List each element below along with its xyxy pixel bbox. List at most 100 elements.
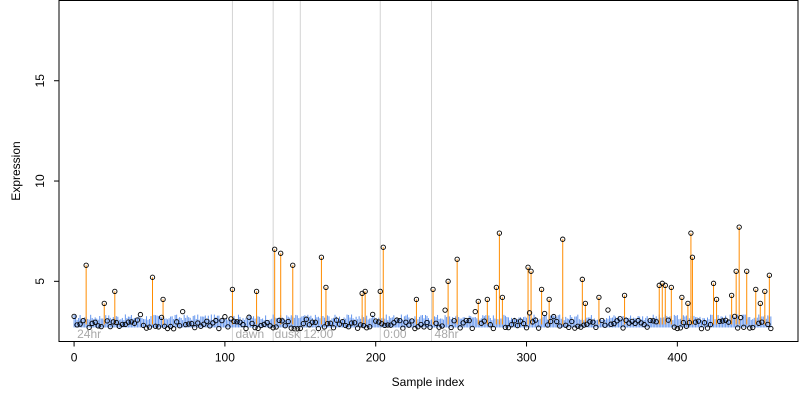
data-point bbox=[370, 311, 376, 317]
data-point bbox=[611, 321, 617, 327]
region-label: dusk bbox=[275, 327, 301, 341]
y-axis-label: Expression bbox=[9, 141, 23, 200]
data-point bbox=[348, 320, 355, 326]
data-point bbox=[535, 325, 542, 331]
data-point bbox=[548, 318, 554, 325]
data-point bbox=[590, 319, 596, 325]
data-point bbox=[170, 326, 177, 332]
data-point bbox=[252, 324, 258, 331]
data-point bbox=[152, 323, 159, 329]
data-point bbox=[679, 294, 685, 301]
data-point bbox=[688, 230, 694, 236]
data-point bbox=[351, 320, 358, 326]
data-point bbox=[377, 288, 383, 295]
data-point bbox=[258, 322, 264, 329]
data-point bbox=[511, 318, 518, 324]
data-point bbox=[391, 320, 397, 326]
data-point bbox=[725, 319, 732, 325]
data-point bbox=[367, 324, 373, 330]
data-point bbox=[569, 318, 575, 325]
data-point bbox=[177, 323, 183, 329]
data-point bbox=[538, 286, 545, 292]
data-point bbox=[514, 323, 521, 329]
data-point bbox=[303, 316, 309, 322]
data-point bbox=[695, 318, 702, 324]
region-label: 24hr bbox=[77, 327, 101, 341]
data-point bbox=[192, 325, 198, 331]
data-point bbox=[451, 318, 457, 324]
x-tick-label: 300 bbox=[517, 351, 537, 365]
data-point bbox=[766, 272, 772, 278]
data-point bbox=[189, 321, 195, 327]
data-point bbox=[484, 296, 490, 303]
region-label: 48hr bbox=[435, 327, 459, 341]
data-point bbox=[112, 288, 118, 295]
data-point bbox=[216, 325, 222, 332]
y-tick-label: 5 bbox=[33, 278, 47, 285]
data-point bbox=[255, 325, 261, 331]
data-point bbox=[180, 308, 186, 315]
data-point bbox=[119, 321, 125, 328]
x-tick-label: 0 bbox=[71, 351, 78, 365]
data-point bbox=[448, 324, 454, 331]
region-label: 0:00 bbox=[383, 327, 407, 341]
data-point bbox=[674, 325, 680, 332]
data-point bbox=[765, 321, 771, 328]
data-point bbox=[143, 325, 150, 331]
data-point bbox=[285, 318, 291, 325]
data-point bbox=[413, 296, 420, 303]
region-label: dawn bbox=[235, 327, 264, 341]
data-point bbox=[757, 300, 763, 307]
data-point bbox=[207, 323, 213, 329]
data-point bbox=[707, 321, 714, 328]
data-point bbox=[520, 320, 527, 327]
data-point bbox=[336, 321, 343, 327]
data-point bbox=[323, 284, 329, 290]
data-point bbox=[125, 319, 132, 325]
data-point bbox=[397, 317, 403, 324]
data-point bbox=[291, 326, 297, 332]
data-points bbox=[71, 224, 774, 332]
data-point bbox=[732, 313, 738, 320]
data-point bbox=[243, 325, 249, 332]
x-tick-label: 400 bbox=[667, 351, 687, 365]
data-point bbox=[409, 318, 415, 324]
data-point bbox=[342, 322, 349, 329]
data-point bbox=[716, 318, 723, 325]
data-point bbox=[128, 319, 135, 325]
data-point bbox=[385, 322, 391, 328]
data-point bbox=[380, 244, 386, 250]
data-point bbox=[74, 322, 80, 328]
data-point bbox=[668, 284, 674, 290]
data-point bbox=[579, 276, 585, 282]
data-point bbox=[240, 321, 246, 328]
data-point bbox=[617, 316, 623, 322]
region-label: 12:00 bbox=[303, 327, 333, 341]
plot-frame bbox=[58, 0, 799, 342]
data-point bbox=[671, 324, 677, 330]
data-point bbox=[499, 294, 506, 301]
data-point bbox=[270, 325, 276, 331]
data-point bbox=[677, 325, 684, 331]
data-point bbox=[231, 318, 237, 324]
data-point bbox=[599, 317, 605, 324]
data-point bbox=[234, 319, 240, 325]
data-point bbox=[632, 320, 638, 327]
data-point bbox=[768, 325, 774, 332]
data-point bbox=[490, 325, 497, 332]
data-point bbox=[290, 262, 296, 268]
data-point bbox=[692, 319, 699, 325]
data-point bbox=[756, 320, 762, 326]
data-point bbox=[424, 319, 430, 326]
data-point bbox=[523, 325, 530, 331]
data-point bbox=[532, 317, 539, 323]
data-point bbox=[496, 230, 503, 236]
data-point bbox=[339, 318, 346, 325]
y-tick-label: 10 bbox=[33, 174, 47, 188]
data-point bbox=[747, 325, 753, 331]
data-point bbox=[475, 298, 481, 305]
data-point bbox=[469, 325, 475, 332]
data-point bbox=[493, 284, 500, 290]
x-axis: 0 100 200 300 400 bbox=[71, 341, 688, 365]
